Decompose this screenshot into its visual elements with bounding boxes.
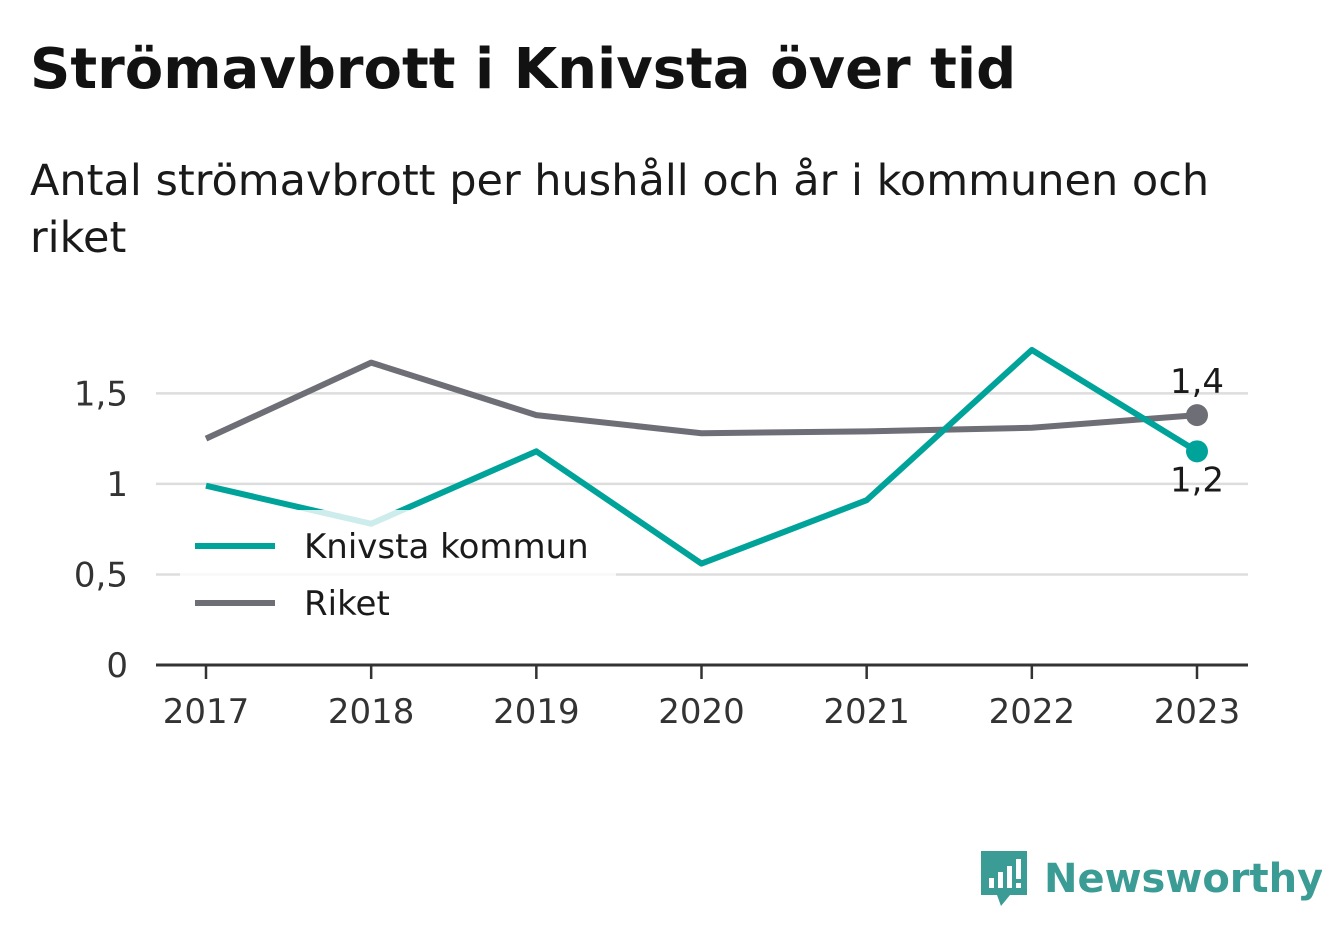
x-axis: 2017 2018 2019 2020 2021 2022 2023 xyxy=(156,663,1248,732)
x-tick-label: 2022 xyxy=(989,692,1076,732)
x-tick-label: 2018 xyxy=(328,692,415,732)
brand-name: Newsworthy xyxy=(1044,856,1322,902)
legend-label-knivsta: Knivsta kommun xyxy=(304,527,589,567)
x-tick-label: 2019 xyxy=(493,692,580,732)
brand: Newsworthy xyxy=(978,848,1322,910)
end-labels: 1,4 1,2 xyxy=(1170,362,1224,500)
end-label-riket: 1,4 xyxy=(1170,362,1224,402)
end-marker-riket xyxy=(1186,404,1208,427)
y-tick-label: 1,5 xyxy=(74,374,128,414)
x-tick-label: 2023 xyxy=(1154,692,1241,732)
chart-subtitle: Antal strömavbrott per hushåll och år i … xyxy=(30,156,1210,263)
y-axis: 0 0,5 1 1,5 xyxy=(74,374,128,686)
chart-title: Strömavbrott i Knivsta över tid xyxy=(30,37,1017,102)
end-label-knivsta: 1,2 xyxy=(1170,460,1224,500)
x-tick-label: 2021 xyxy=(823,692,910,732)
y-tick-label: 0 xyxy=(106,646,128,686)
end-markers xyxy=(1186,404,1208,463)
legend: Knivsta kommun Riket xyxy=(180,510,616,638)
x-tick-label: 2020 xyxy=(658,692,745,732)
legend-label-riket: Riket xyxy=(304,584,390,624)
end-marker-knivsta xyxy=(1186,440,1208,463)
x-tick-label: 2017 xyxy=(163,692,250,732)
legend-background xyxy=(180,510,616,638)
y-tick-label: 0,5 xyxy=(74,555,128,595)
series-line-riket xyxy=(204,359,1198,442)
y-tick-label: 1 xyxy=(106,465,128,505)
newsworthy-logo-icon xyxy=(981,851,1027,906)
